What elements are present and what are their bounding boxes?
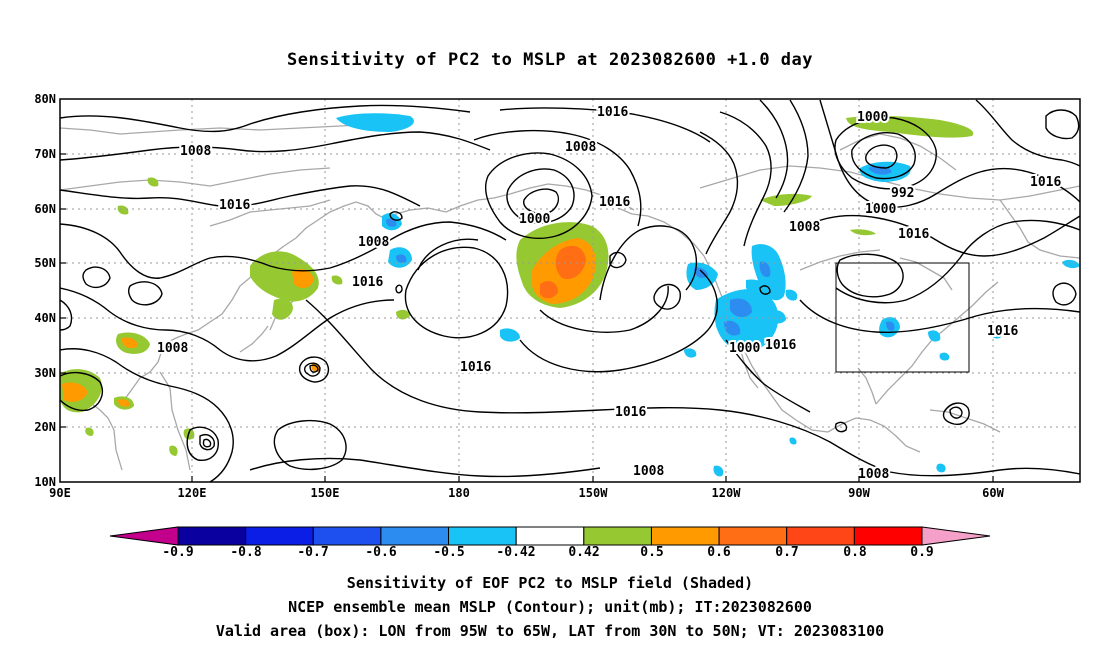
lat-label-50n: 50N — [34, 256, 56, 270]
contour-label: 1000 — [865, 202, 896, 217]
colorbar-label: -0.42 — [496, 545, 536, 560]
lat-label-40n: 40N — [34, 311, 56, 325]
contour-label: 1008 — [789, 220, 820, 235]
colorbar-cell — [515, 526, 585, 546]
lon-label-120w: 120W — [711, 486, 741, 500]
contour-label: 1016 — [597, 105, 628, 120]
valid-area-box — [835, 262, 970, 373]
colorbar-label: 0.9 — [910, 545, 934, 560]
contour-label: 1008 — [565, 140, 596, 155]
contour-label: 1016 — [460, 360, 491, 375]
lat-label-60n: 60N — [34, 202, 56, 216]
lon-label-120e: 120E — [177, 486, 207, 500]
colorbar-label: 0.5 — [640, 545, 664, 560]
lon-label-180: 180 — [448, 486, 470, 500]
contour-label: 1008 — [358, 235, 389, 250]
lon-label-90w: 90W — [848, 486, 870, 500]
colorbar-cell — [312, 526, 382, 546]
colorbar-cell — [853, 526, 923, 546]
axis-ticks — [60, 153, 994, 482]
colorbar-cell — [718, 526, 788, 546]
colorbar-label: 0.8 — [843, 545, 867, 560]
contour-label: 1000 — [857, 110, 888, 125]
colorbar-label: -0.9 — [162, 545, 194, 560]
contour-label: 1008 — [180, 144, 211, 159]
contour-label: 1016 — [898, 227, 929, 242]
contour-label: 1016 — [599, 195, 630, 210]
colorbar-cell — [380, 526, 450, 546]
footer-line-2: NCEP ensemble mean MSLP (Contour); unit(… — [288, 598, 812, 616]
contour-label: 1000 — [519, 212, 550, 227]
colorbar-cell — [786, 526, 855, 546]
footer-line-1: Sensitivity of EOF PC2 to MSLP field (Sh… — [346, 574, 754, 592]
colorbar — [109, 526, 991, 546]
colorbar-label: -0.6 — [365, 545, 397, 560]
contour-label: 1008 — [157, 341, 188, 356]
contour-label: 1000 — [729, 341, 760, 356]
contour-label: 1016 — [987, 324, 1018, 339]
lat-label-70n: 70N — [34, 147, 56, 161]
colorbar-cell — [448, 526, 517, 546]
contour-label: 1008 — [633, 464, 664, 479]
contour-label: 992 — [891, 186, 914, 201]
contour-label: 1016 — [615, 405, 646, 420]
lat-label-20n: 20N — [34, 420, 56, 434]
colorbar-label: 0.6 — [707, 545, 731, 560]
sensitivity-shading — [60, 113, 1080, 477]
map-frame — [59, 98, 1081, 483]
colorbar-label: -0.5 — [433, 545, 465, 560]
contour-label: 1016 — [219, 198, 250, 213]
lon-label-90e: 90E — [49, 486, 71, 500]
map-title: Sensitivity of PC2 to MSLP at 2023082600… — [286, 50, 813, 70]
colorbar-label: 0.42 — [568, 545, 600, 560]
contour-label: 1008 — [858, 467, 889, 482]
contour-label: 1016 — [1030, 175, 1061, 190]
lon-label-150e: 150E — [310, 486, 340, 500]
colorbar-label: 0.7 — [775, 545, 799, 560]
colorbar-cell — [177, 526, 247, 546]
lon-label-150w: 150W — [578, 486, 608, 500]
colorbar-label: -0.8 — [230, 545, 262, 560]
colorbar-high-end — [921, 526, 991, 546]
lat-label-80n: 80N — [34, 92, 56, 106]
colorbar-cell — [650, 526, 720, 546]
colorbar-cell — [583, 526, 652, 546]
lon-label-60w: 60W — [982, 486, 1004, 500]
lat-label-30n: 30N — [34, 366, 56, 380]
colorbar-low-end — [109, 526, 179, 546]
colorbar-cell — [245, 526, 314, 546]
contour-label: 1016 — [765, 338, 796, 353]
contour-label: 1016 — [352, 275, 383, 290]
contour-label-group: 1016 1008 1016 1008 1000 1016 1016 1008 … — [155, 103, 1063, 482]
lat-label-10n: 10N — [34, 475, 56, 489]
colorbar-label: -0.7 — [297, 545, 329, 560]
footer-line-3: Valid area (box): LON from 95W to 65W, L… — [215, 622, 885, 640]
